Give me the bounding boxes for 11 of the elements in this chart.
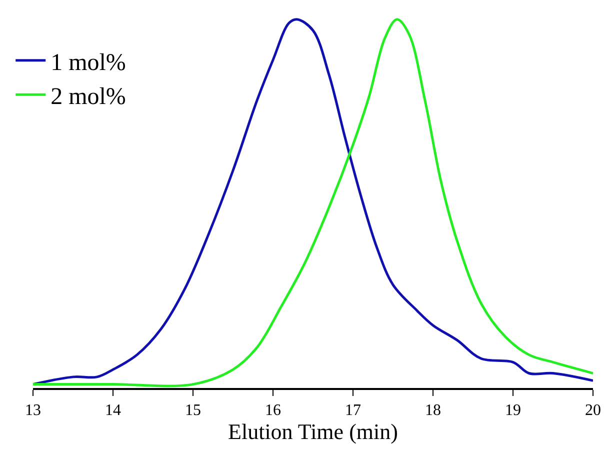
legend-label: 1 mol% — [50, 50, 126, 76]
x-axis-title: Elution Time (min) — [228, 418, 398, 444]
legend-label: 2 mol% — [50, 84, 126, 110]
x-tick-label: 19 — [505, 402, 521, 419]
x-tick-label: 13 — [25, 402, 41, 419]
x-tick-label: 20 — [585, 402, 601, 419]
x-tick-label: 14 — [105, 402, 121, 419]
x-tick-label: 15 — [185, 402, 201, 419]
x-tick-label: 18 — [425, 402, 441, 419]
x-tick-label: 17 — [345, 402, 361, 419]
x-tick-label: 16 — [265, 402, 281, 419]
